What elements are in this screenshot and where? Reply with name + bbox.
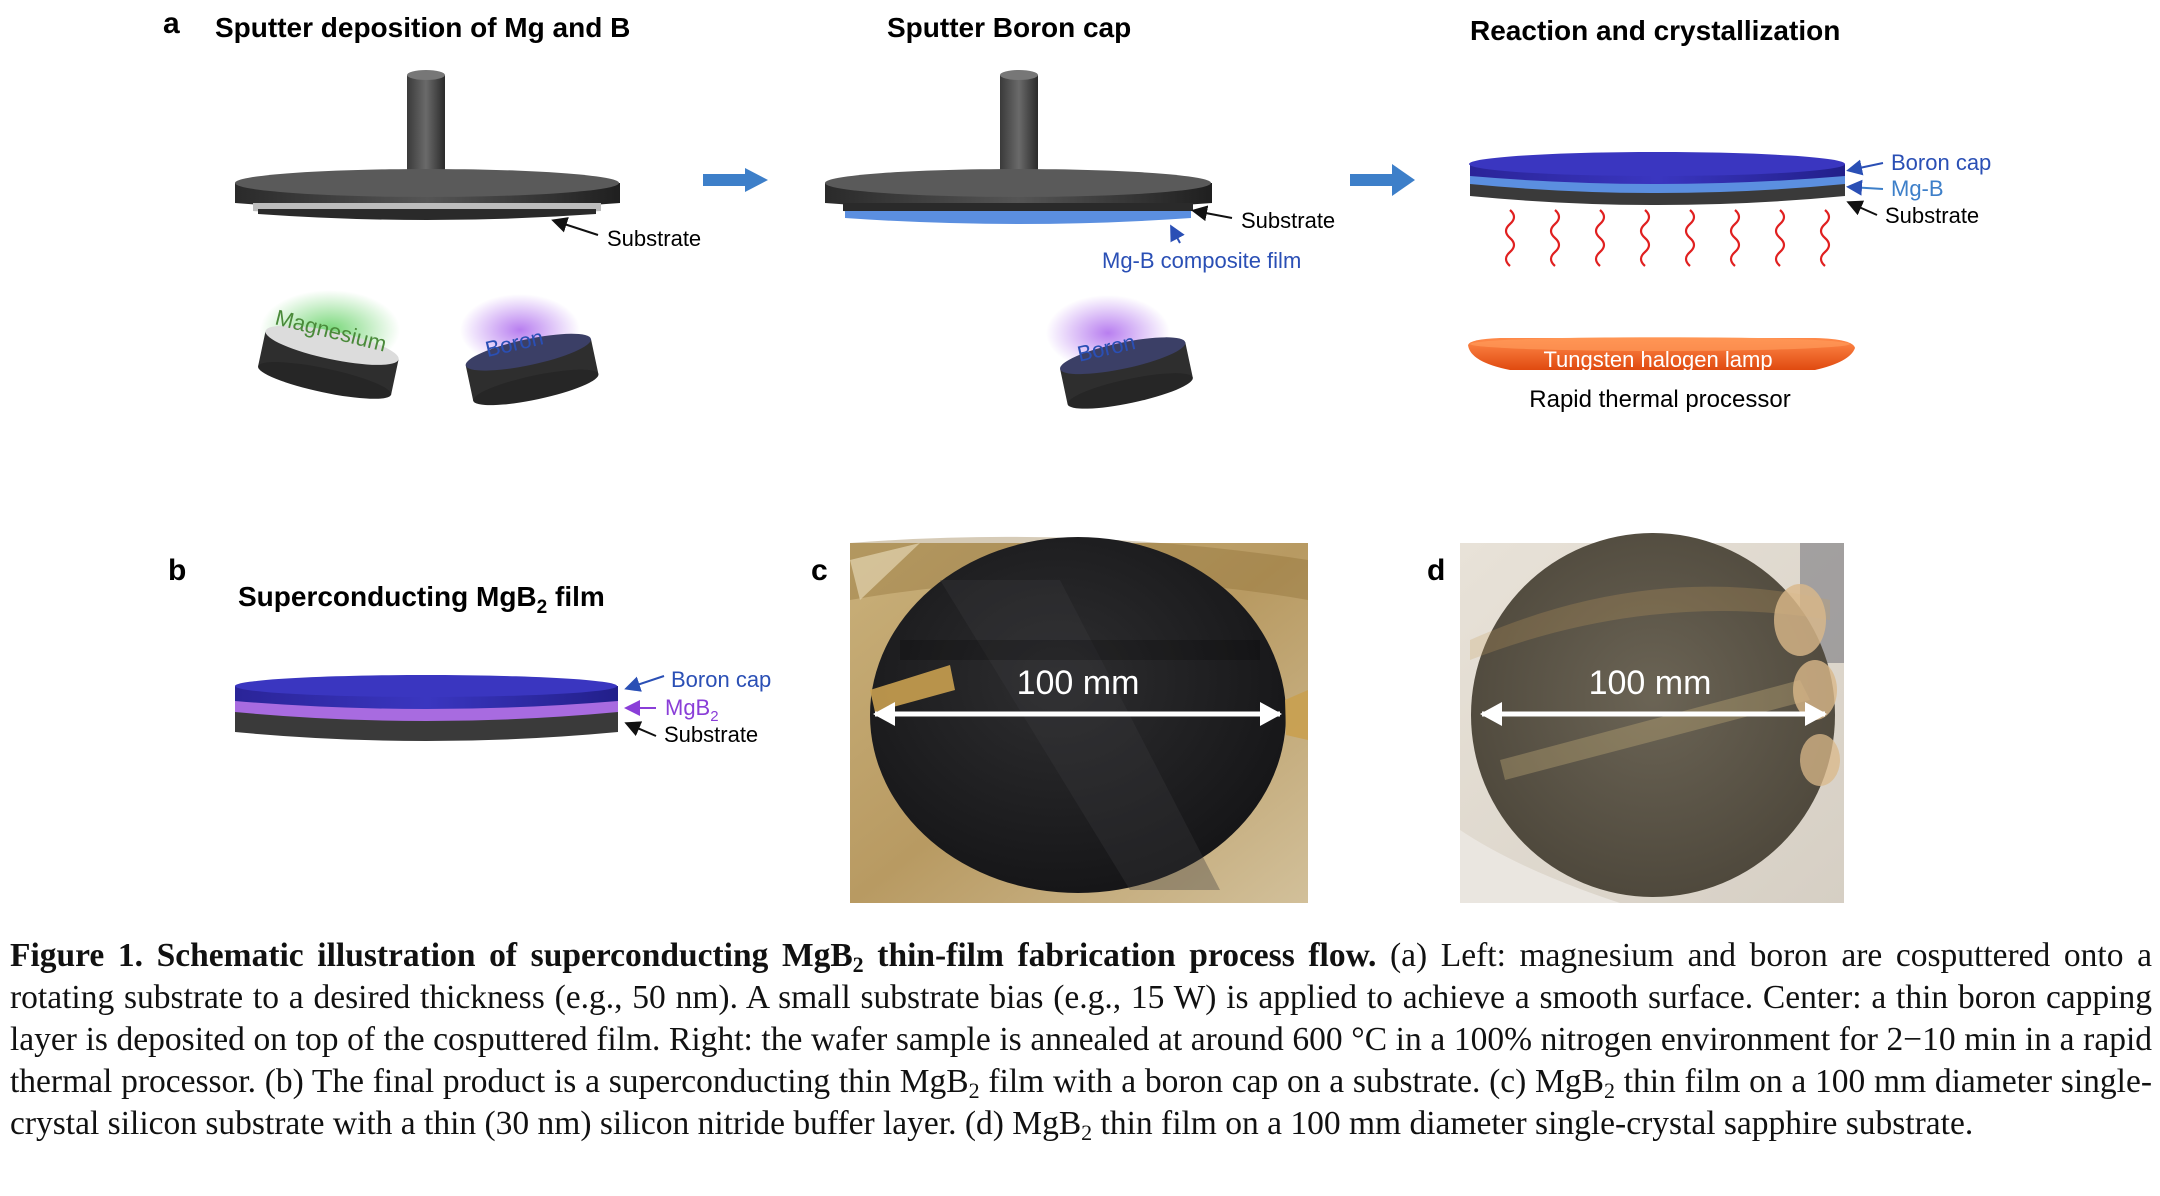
- process-arrow-2: [1350, 164, 1415, 196]
- panel-d-letter: d: [1427, 554, 1445, 587]
- figure-schematic: a Sputter deposition of Mg and B Substra…: [163, 7, 1991, 903]
- step2-film-label: Mg-B composite film: [1102, 248, 1301, 273]
- lamp-label: Tungsten halogen lamp: [1543, 347, 1772, 372]
- heat-wave-8: [1819, 209, 1831, 267]
- heat-wave-5: [1684, 209, 1696, 267]
- step3-substrate-label: Substrate: [1885, 203, 1979, 228]
- photo-c-scale-label: 100 mm: [1017, 664, 1140, 702]
- figure-caption: Figure 1. Schematic illustration of supe…: [10, 935, 2152, 1145]
- step1-sputter-chamber: [235, 70, 620, 220]
- heat-wave-2: [1549, 209, 1561, 267]
- step2-substrate-label: Substrate: [1241, 208, 1335, 233]
- boron-target-2: Boron: [1046, 295, 1193, 409]
- step3-boron-cap-label: Boron cap: [1891, 150, 1991, 175]
- step3-mgb-label: Mg-B: [1891, 176, 1944, 201]
- process-arrow-1-shaft: [703, 174, 747, 186]
- step3-wafer-stack: [1469, 152, 1845, 205]
- step2-title: Sputter Boron cap: [887, 12, 1131, 43]
- rtp-label: Rapid thermal processor: [1529, 386, 1790, 413]
- heat-wave-4: [1639, 209, 1651, 267]
- caption-body: (a) Left: magnesium and boron are cosput…: [10, 937, 2152, 1145]
- step3-title: Reaction and crystallization: [1470, 15, 1840, 46]
- photo-d: [1460, 533, 1844, 903]
- heat-waves: [1504, 209, 1831, 267]
- heat-wave-6: [1729, 209, 1741, 267]
- mgb2-film-stack: [235, 675, 618, 741]
- panel-a-letter: a: [163, 7, 180, 40]
- magnesium-target: Magnesium: [258, 290, 400, 399]
- heat-wave-3: [1594, 209, 1606, 267]
- caption-lead: Figure 1. Schematic illustration of supe…: [10, 937, 1377, 977]
- panel-b-mgb2-label: MgB2: [665, 695, 719, 725]
- step2-sputter-chamber: [825, 70, 1212, 224]
- panel-b-substrate-label: Substrate: [664, 722, 758, 747]
- step1-title: Sputter deposition of Mg and B: [215, 12, 630, 43]
- panel-b-title: Superconducting MgB2 film: [238, 581, 605, 618]
- photo-c: [850, 536, 1308, 903]
- heat-wave-1: [1504, 209, 1516, 267]
- panel-b-letter: b: [168, 554, 186, 587]
- step1-substrate-label: Substrate: [607, 226, 701, 251]
- photo-d-scale-label: 100 mm: [1589, 664, 1712, 702]
- tungsten-halogen-lamp: [1468, 337, 1855, 370]
- panel-c-letter: c: [811, 554, 828, 587]
- boron-target-1: Boron: [460, 294, 599, 406]
- heat-wave-7: [1774, 209, 1786, 267]
- panel-b-boron-cap-label: Boron cap: [671, 667, 771, 692]
